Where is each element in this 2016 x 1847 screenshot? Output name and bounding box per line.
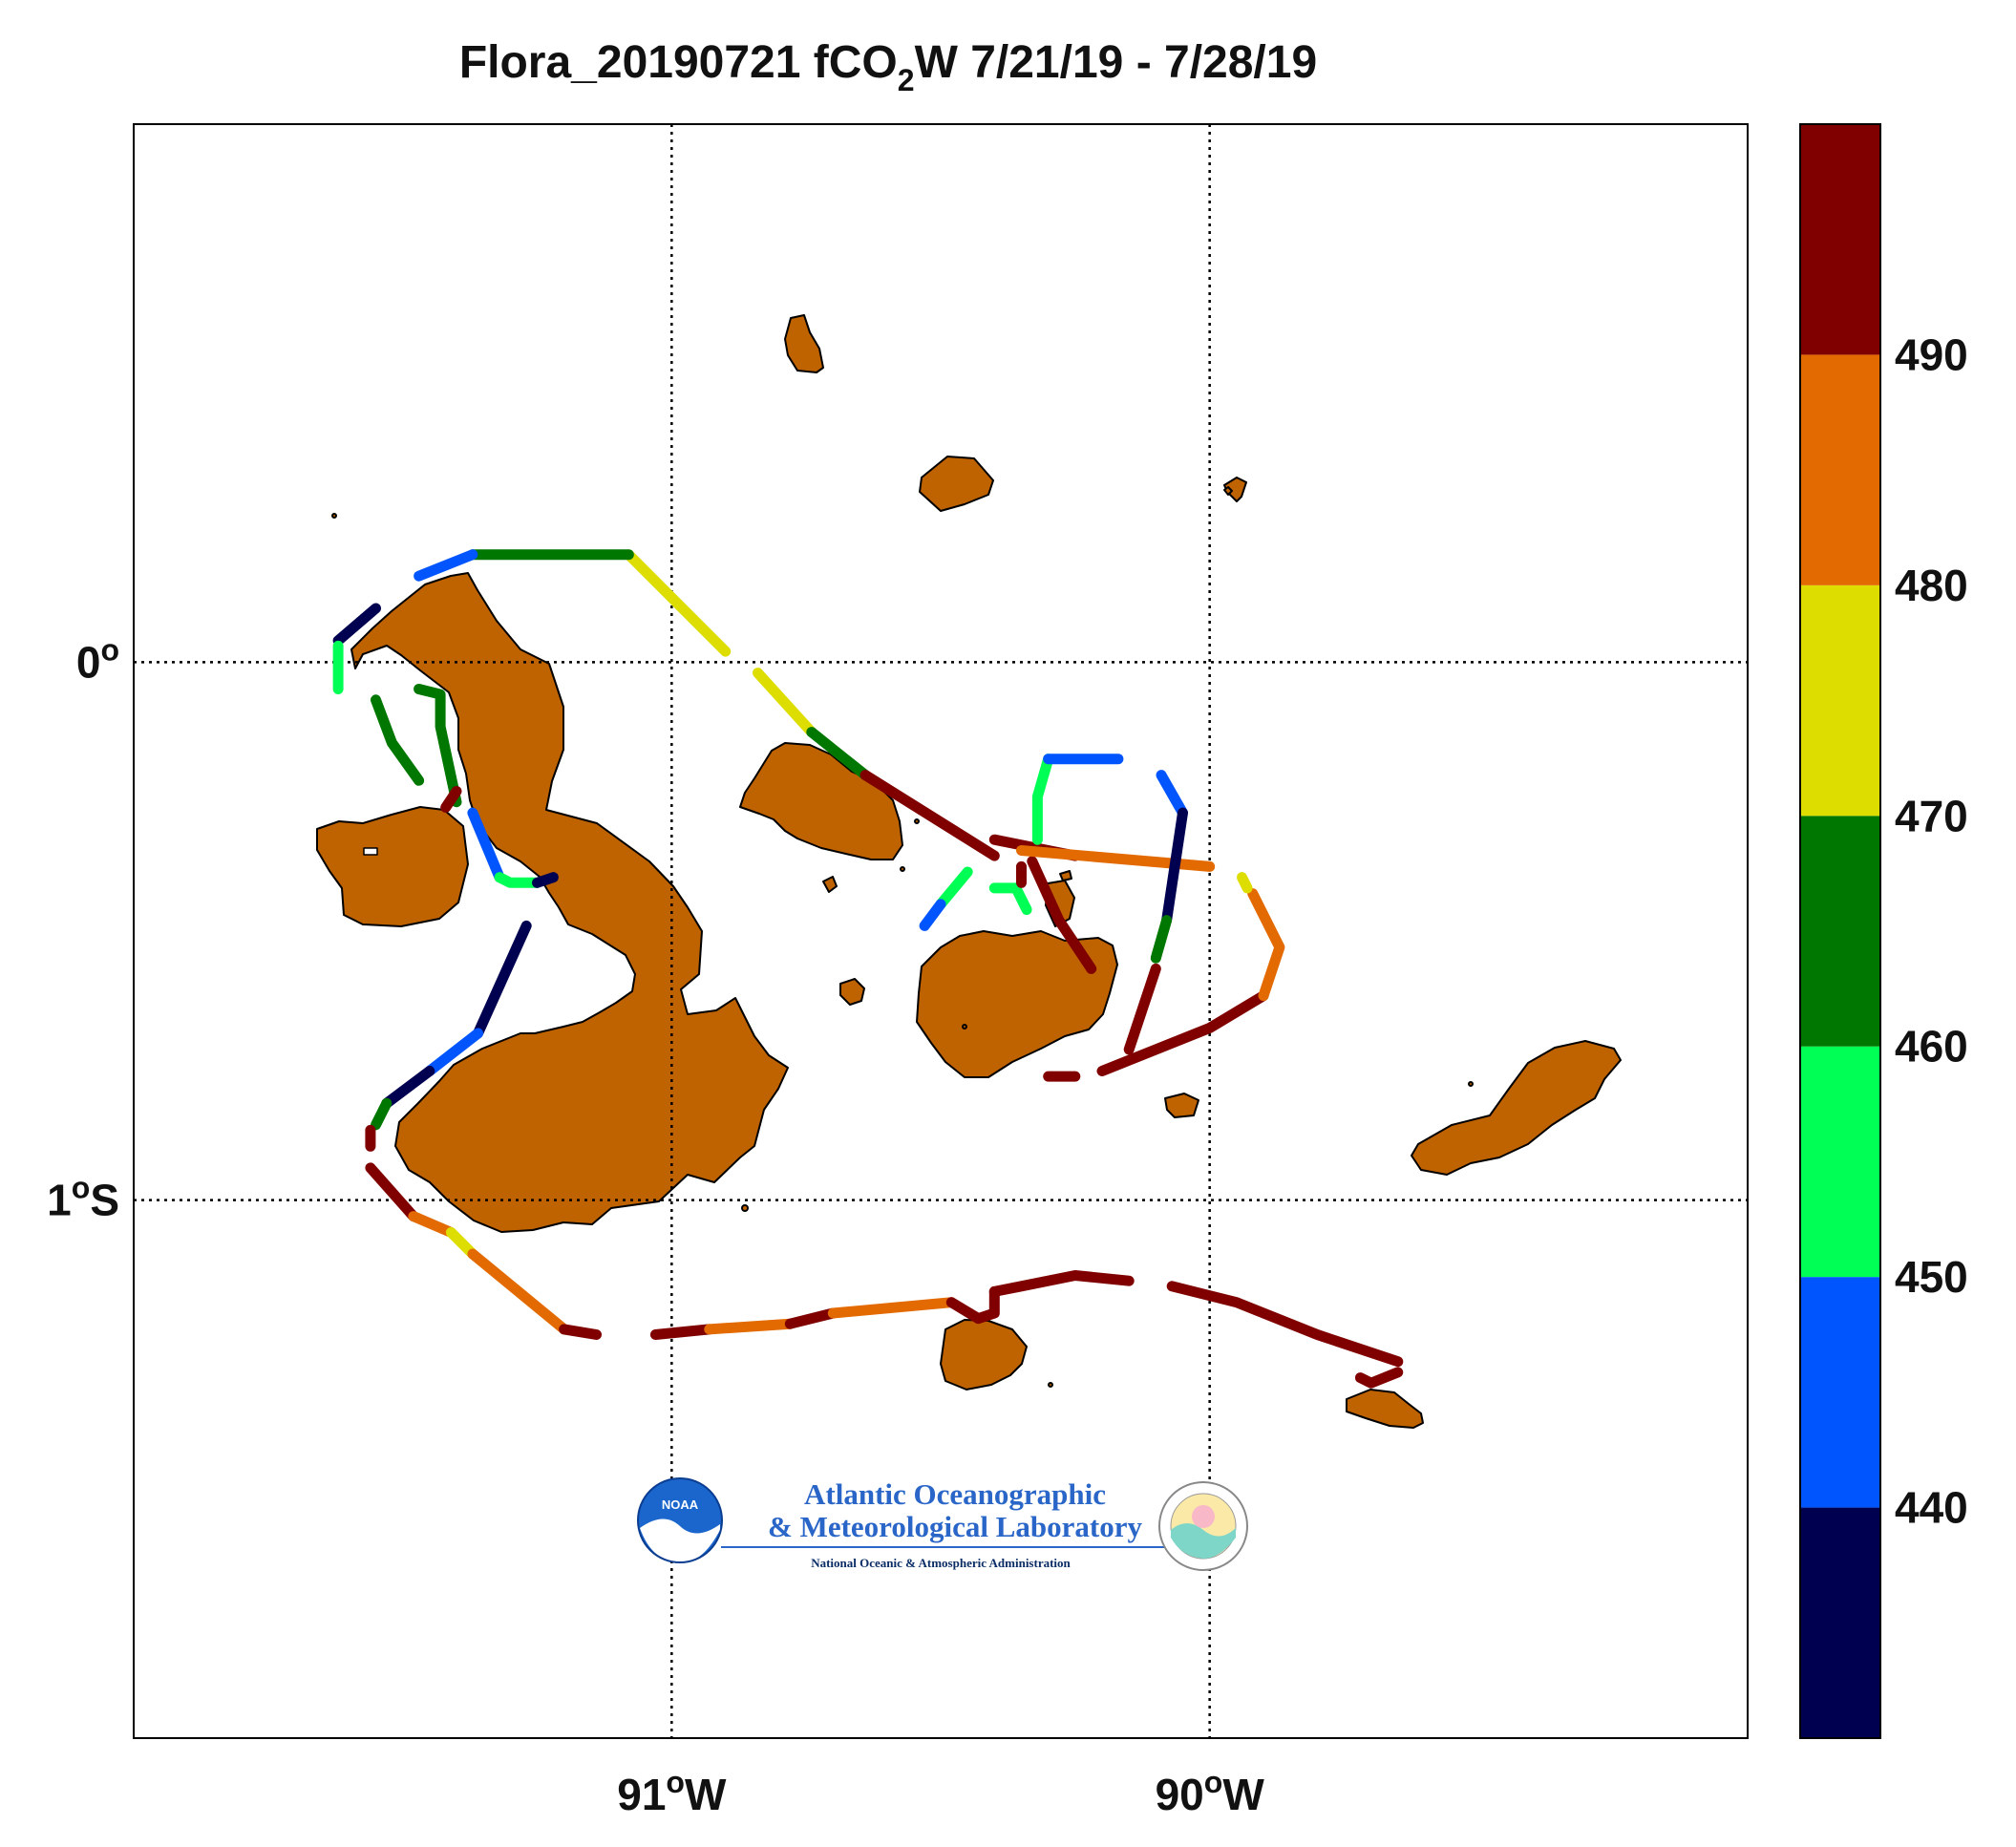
track-segment <box>827 1297 957 1319</box>
map-background <box>134 124 1748 1738</box>
islet <box>1048 1382 1053 1388</box>
track-segment <box>440 786 462 813</box>
noaa-icon: NOAA <box>637 1477 723 1563</box>
track-segment <box>1161 807 1188 926</box>
y-tick-label: 1oS <box>47 1171 119 1225</box>
island-san-cristobal <box>1411 1040 1622 1176</box>
island-pinzon <box>839 978 865 1006</box>
track-segment <box>467 1248 570 1335</box>
track-segment <box>532 872 559 888</box>
colorbar-bin <box>1800 584 1880 817</box>
colorbar <box>1799 123 1881 1739</box>
track-segment <box>1150 915 1173 964</box>
islet <box>900 866 905 872</box>
track-segment <box>1247 888 1285 1002</box>
islet <box>331 513 337 519</box>
doc-seal-icon <box>1158 1481 1248 1571</box>
colorbar-tick-label: 470 <box>1895 791 1968 840</box>
title-suffix: W 7/21/19 - 7/28/19 <box>914 37 1318 88</box>
track-segment <box>988 1270 1135 1297</box>
track-segment <box>494 872 542 888</box>
colorbar-bin <box>1800 816 1880 1047</box>
chart-title: Flora_20190721 fCO2W 7/21/19 - 7/28/19 <box>0 36 1776 98</box>
track-segment <box>332 603 381 647</box>
track-segment <box>753 668 817 738</box>
track-segment <box>1156 770 1188 818</box>
track-segment <box>414 684 462 808</box>
island-fernandina <box>316 806 469 927</box>
colorbar-bin <box>1800 1507 1880 1738</box>
track-segment <box>559 1324 602 1340</box>
track-segment <box>371 694 425 786</box>
island-santiago <box>739 742 903 860</box>
aoml-logo: NOAA Atlantic Oceanographic & Meteorolog… <box>637 1477 1248 1571</box>
axis-tick-labels: 91oW 90oW 0o 1oS <box>47 632 1264 1819</box>
islet <box>741 1204 749 1212</box>
islet <box>1468 1081 1474 1087</box>
ship-track <box>332 549 1404 1389</box>
island-marchena <box>919 456 994 512</box>
islet <box>914 818 920 824</box>
island-espanola <box>1346 1389 1424 1429</box>
logo-line-2: & Meteorological Laboratory <box>768 1510 1142 1543</box>
y-tick-label: 0o <box>76 632 119 687</box>
colorbar-frame <box>1799 123 1881 1739</box>
islet-north <box>1223 486 1233 496</box>
track-segment <box>467 807 505 883</box>
colorbar-tick-label: 450 <box>1895 1252 1968 1302</box>
track-segment <box>1031 754 1054 845</box>
track-segment <box>1354 1367 1404 1389</box>
noaa-badge-text: NOAA <box>662 1497 699 1512</box>
islet <box>962 1024 967 1030</box>
track-segment <box>784 1307 838 1329</box>
track-segment <box>806 727 871 781</box>
colorbar-tick-label: 480 <box>1895 561 1968 610</box>
track-segment <box>704 1318 796 1335</box>
track-segment <box>935 866 973 910</box>
track-segment <box>381 1066 435 1109</box>
title-prefix: Flora_20190721 fCO <box>458 37 898 88</box>
track-segment <box>649 1324 715 1340</box>
colorbar-tick-label: 460 <box>1895 1022 1968 1072</box>
colorbar-bin <box>1800 1046 1880 1278</box>
track-segment <box>1237 872 1253 894</box>
x-tick-label: 91oW <box>617 1765 727 1819</box>
track-segment <box>1096 990 1269 1076</box>
track-segment <box>1123 963 1161 1055</box>
track-segment <box>473 920 532 1039</box>
track-segment <box>424 1028 483 1076</box>
colorbar-tick-label: 490 <box>1895 329 1968 379</box>
island-santa-fe <box>1164 1093 1199 1118</box>
fernandina-crater <box>363 847 378 856</box>
title-subscript: 2 <box>897 63 915 97</box>
island-rabida <box>822 876 838 893</box>
track-segment <box>859 770 1000 861</box>
colorbar-tick-label: 440 <box>1895 1483 1968 1533</box>
colorbar-labels: 490 480 470 460 450 440 <box>1895 329 1968 1532</box>
x-tick-label: 90oW <box>1156 1765 1265 1819</box>
track-segment <box>1166 1281 1404 1368</box>
track-segment <box>972 1285 1000 1325</box>
track-segment <box>919 899 946 931</box>
track-segment <box>414 549 478 582</box>
map-frame <box>133 123 1749 1739</box>
colorbar-bin <box>1800 124 1880 355</box>
track-segment <box>408 1211 456 1238</box>
track-segment <box>988 882 1032 915</box>
track-segment <box>1027 856 1097 974</box>
island-pinta <box>784 314 824 373</box>
colorbar-bin <box>1800 1277 1880 1508</box>
track-segment <box>371 1097 393 1131</box>
track-segment <box>623 549 732 657</box>
island-bartolome <box>1059 870 1072 881</box>
track-segment <box>365 1162 419 1222</box>
logo-line-3: National Oceanic & Atmospheric Administr… <box>811 1556 1071 1570</box>
logo-line-1: Atlantic Oceanographic <box>804 1477 1106 1511</box>
colorbar-bin <box>1800 354 1880 585</box>
island-santa-cruz <box>916 930 1118 1078</box>
